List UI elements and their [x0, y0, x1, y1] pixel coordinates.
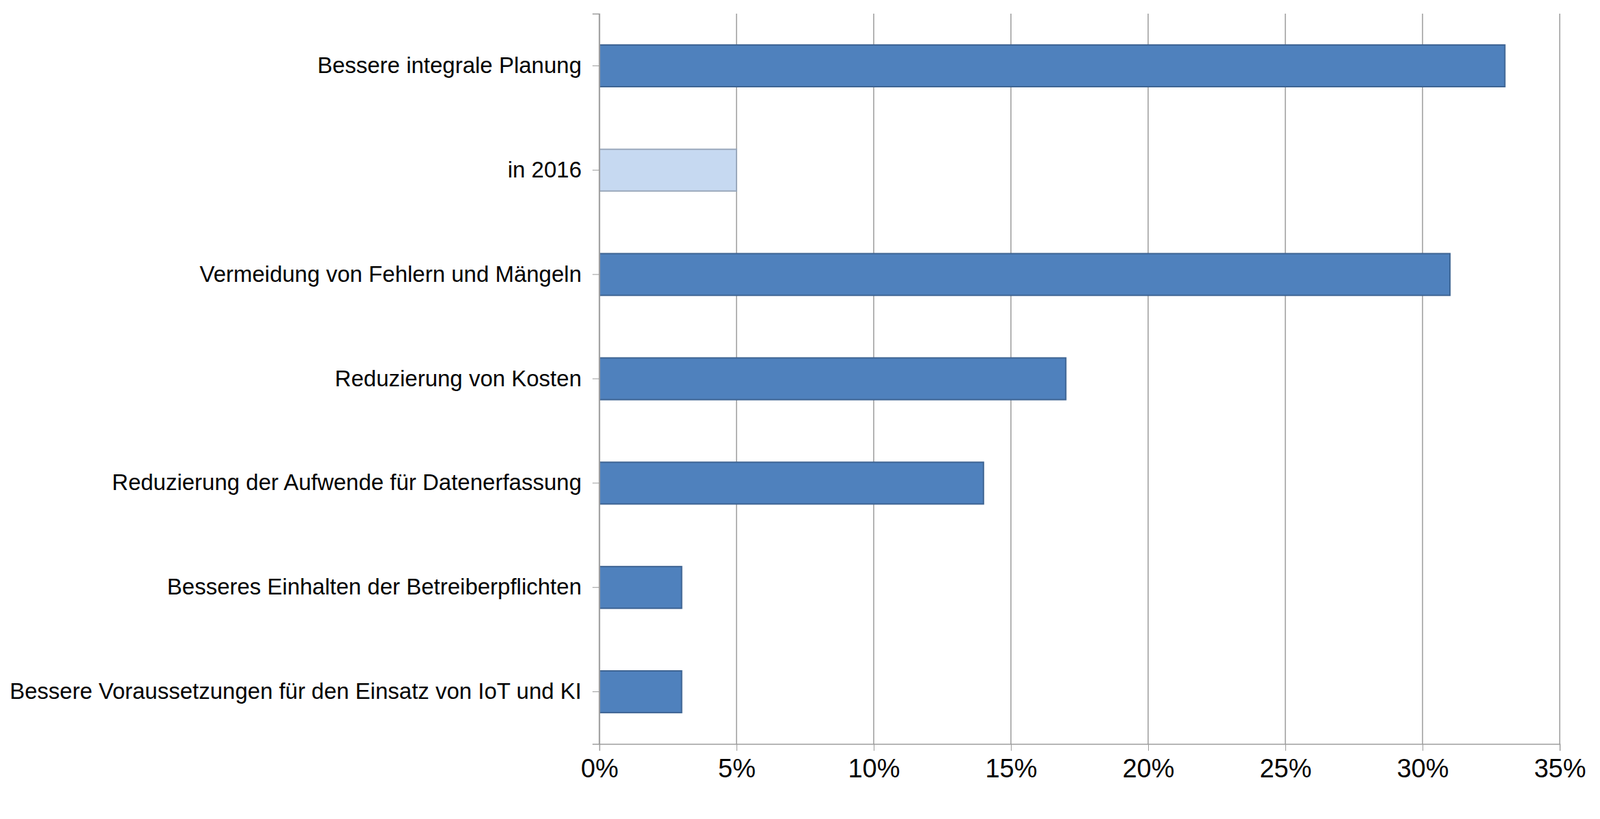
plot: 0% 5% 10% 15% 20% 25% 30% 35% Bessere integrale … — [9, 13, 1586, 783]
x-tick-label: 35% — [1533, 754, 1586, 783]
bar — [599, 462, 984, 504]
y-tick-label: Reduzierung der Aufwende für Datenerfass… — [111, 469, 582, 495]
x-tick-label: 15% — [984, 754, 1037, 783]
x-tick-mark — [736, 744, 738, 751]
bar — [599, 45, 1506, 87]
y-tick-label: Bessere Voraussetzungen für den Einsatz … — [9, 678, 582, 704]
y-tick-label: Bessere integrale Planung — [317, 52, 582, 78]
x-tick-label: 0% — [580, 754, 619, 783]
x-tick-mark — [1422, 744, 1424, 751]
bar — [599, 670, 682, 713]
x-tick-mark — [1285, 744, 1287, 751]
x-tick: 5% — [718, 744, 756, 783]
y-tick: Reduzierung der Aufwende für Datenerfass… — [111, 469, 600, 495]
y-tick-mark — [592, 65, 600, 67]
y-tick-mark — [592, 587, 600, 588]
y-axis-line — [592, 14, 600, 745]
y-tick: Bessere integrale Planung — [317, 52, 600, 78]
x-tick: 35% — [1533, 744, 1586, 783]
bar — [599, 357, 1066, 400]
grid-line — [1559, 13, 1561, 745]
y-tick-label: Besseres Einhalten der Betreiberpflichte… — [167, 574, 582, 600]
x-tick: 25% — [1259, 744, 1312, 783]
y-tick: Reduzierung von Kosten — [335, 365, 600, 392]
grid-line — [1421, 13, 1424, 745]
grid-line — [1284, 13, 1287, 745]
grid-line — [1147, 13, 1149, 745]
y-tick-label: Vermeidung von Fehlern und Mängeln — [199, 261, 582, 287]
y-tick-mark — [592, 482, 600, 484]
x-tick-mark — [599, 744, 600, 751]
y-tick-mark — [592, 378, 600, 380]
x-tick-label: 10% — [847, 754, 900, 783]
bar — [599, 566, 682, 609]
x-tick-mark — [1148, 744, 1149, 751]
x-axis: 0% 5% 10% 15% 20% 25% 30% 35% — [580, 744, 1586, 783]
y-axis: Bessere integrale Planung in 2016 Vermeidu… — [9, 14, 600, 745]
grid — [599, 13, 1560, 745]
y-tick: Bessere Voraussetzungen für den Einsatz … — [9, 678, 600, 704]
x-tick: 10% — [847, 744, 900, 783]
chart: 0% 5% 10% 15% 20% 25% 30% 35% Bessere integrale … — [0, 0, 1600, 819]
x-tick-label: 25% — [1259, 754, 1312, 783]
x-tick-mark — [873, 744, 875, 751]
x-tick-label: 30% — [1396, 754, 1449, 783]
x-axis-line — [600, 744, 1561, 752]
bar — [599, 149, 737, 192]
y-tick-mark — [592, 691, 600, 693]
y-tick-label: in 2016 — [507, 156, 582, 183]
y-tick-mark — [592, 169, 600, 171]
bars — [599, 45, 1506, 713]
x-tick: 0% — [580, 744, 619, 783]
x-tick-label: 20% — [1122, 754, 1175, 783]
x-tick: 20% — [1122, 744, 1175, 783]
x-tick: 30% — [1396, 744, 1449, 783]
y-tick: Vermeidung von Fehlern und Mängeln — [199, 261, 600, 287]
x-tick-label: 5% — [718, 754, 756, 783]
y-tick-mark — [592, 274, 600, 276]
y-tick: in 2016 — [507, 156, 600, 183]
y-tick: Besseres Einhalten der Betreiberpflichte… — [167, 574, 600, 600]
bar — [599, 253, 1450, 296]
x-tick: 15% — [984, 744, 1037, 783]
y-tick-label: Reduzierung von Kosten — [335, 365, 582, 392]
x-tick-mark — [1010, 744, 1012, 751]
x-tick-mark — [1559, 744, 1561, 751]
